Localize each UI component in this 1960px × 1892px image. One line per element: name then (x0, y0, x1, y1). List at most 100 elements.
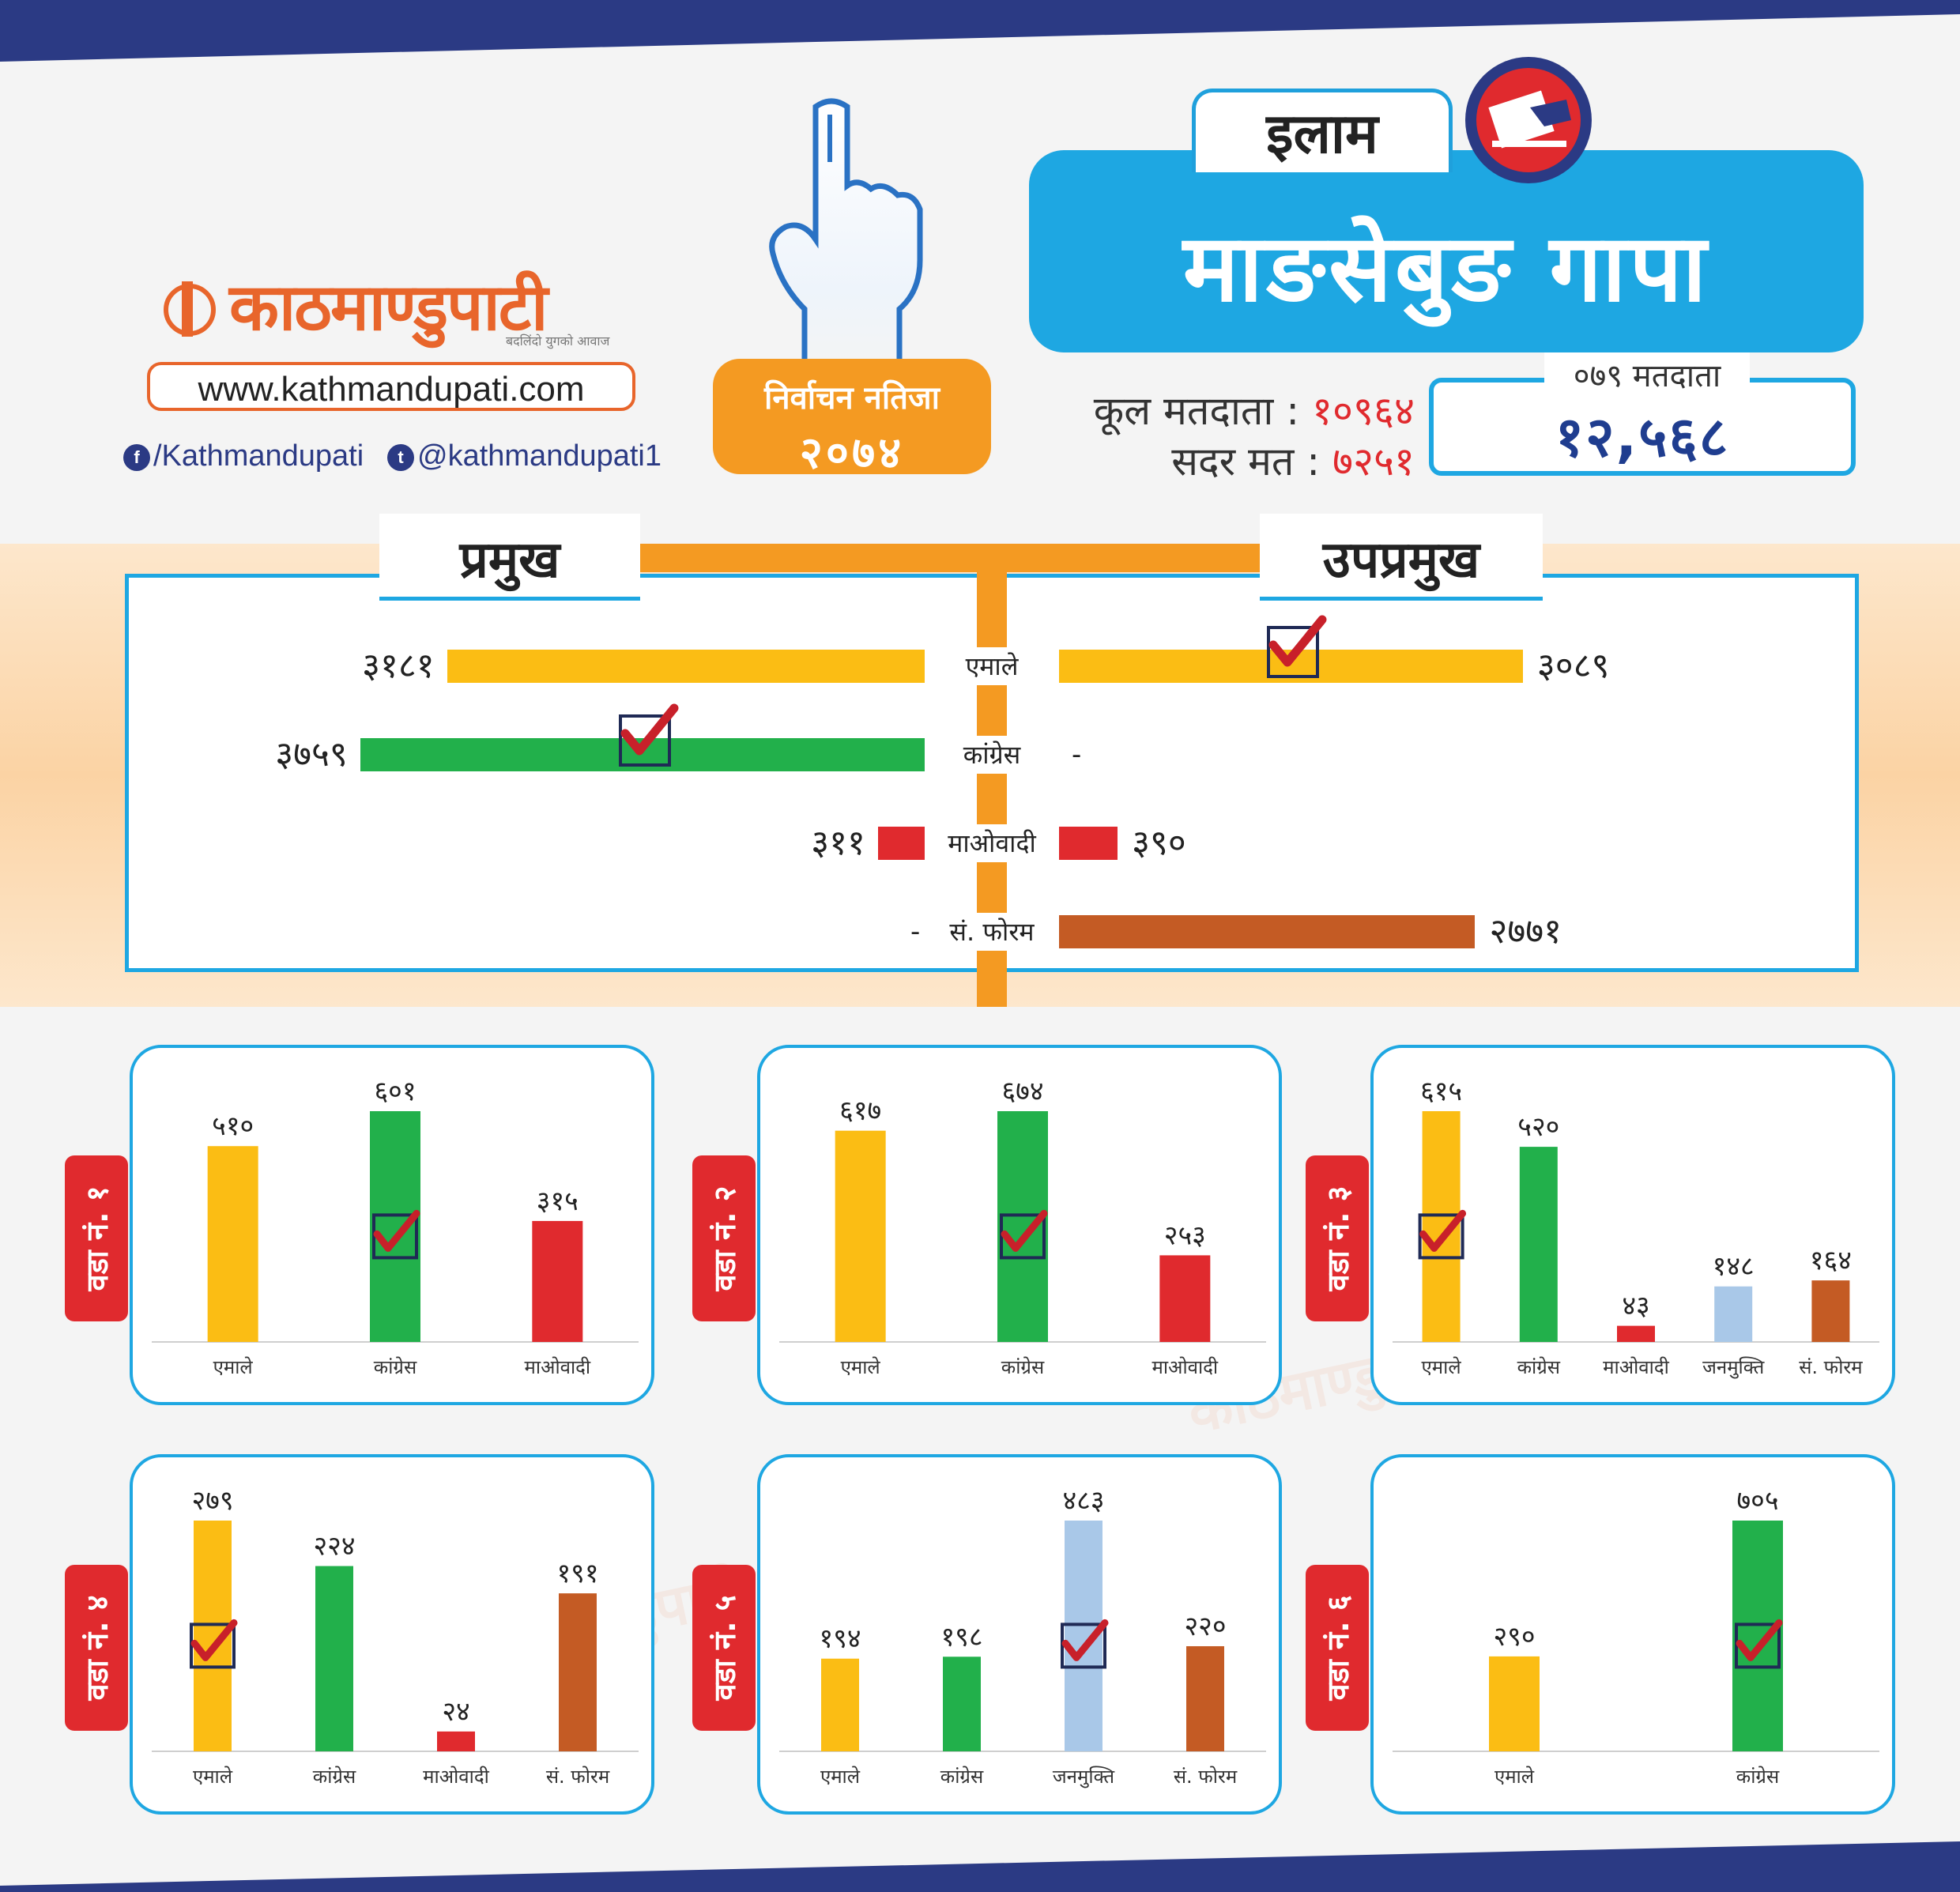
upapramukh-heading: उपप्रमुख (1260, 514, 1543, 601)
ward-chart: ५१० एमाले ६०१ कांग्रेस ३१५ माओवादी (152, 1076, 639, 1378)
ward-card: ६१५ एमाले ५२० कांग्रेस ४३ माओवादी १४८ जनमुक्ति १… (1370, 1045, 1895, 1405)
ward-chart: ६१५ एमाले ५२० कांग्रेस ४३ माओवादी १४८ जनमुक्ति १… (1393, 1076, 1879, 1379)
bar (437, 1731, 475, 1751)
data-label: २७९ (191, 1485, 233, 1517)
valid-votes-row: सदर मत : ७२५१ (972, 433, 1415, 487)
party-label: माओवादी (928, 824, 1056, 862)
category-label: माओवादी (525, 1356, 591, 1378)
category-label: कांग्रेस (313, 1766, 356, 1788)
pramukh-value: - (910, 916, 921, 948)
data-label: ६०१ (374, 1076, 416, 1107)
bar (835, 1130, 886, 1342)
data-label: ४८३ (1062, 1485, 1104, 1517)
check-icon (1736, 1619, 1783, 1661)
data-label: १६४ (1810, 1245, 1852, 1276)
winner-checkbox (1000, 1213, 1046, 1260)
data-label: १९८ (940, 1621, 982, 1653)
logo-tagline: बदलिंदो युगको आवाज (506, 334, 610, 349)
check-icon (190, 1619, 238, 1661)
top-band (0, 0, 1960, 62)
pramukh-heading: प्रमुख (379, 514, 640, 601)
check-icon (1419, 1209, 1467, 1252)
bar (1519, 1147, 1558, 1342)
bar (532, 1220, 583, 1342)
data-label: २२० (1184, 1611, 1226, 1642)
ward-tag: वडा नं. ५ (692, 1565, 756, 1731)
upapramukh-bar (1059, 827, 1118, 860)
ward-tag: वडा नं. ३ (1306, 1155, 1369, 1321)
facebook-link[interactable]: f/Kathmandupati (123, 439, 364, 473)
ward-chart: ६१७ एमाले ६७४ कांग्रेस २५३ माओवादी (779, 1076, 1266, 1378)
bar (1617, 1325, 1655, 1342)
data-label: २२४ (313, 1531, 355, 1562)
winner-checkbox (1061, 1623, 1106, 1669)
data-label: ३१५ (537, 1185, 579, 1217)
bar (559, 1593, 597, 1751)
ballot-box-icon (1465, 57, 1592, 183)
voting-finger-icon (769, 98, 923, 367)
total-voters-value: १०९६४ (1312, 388, 1415, 434)
twitter-link[interactable]: t @kathmandupati1 (387, 439, 662, 473)
winner-checkbox (1735, 1623, 1781, 1669)
ward-label: वडा नं. ३ (1321, 1185, 1355, 1291)
data-label: १९४ (819, 1623, 861, 1655)
ward-card: २९० एमाले ७०५ कांग्रेस (1370, 1454, 1895, 1815)
category-label: कांग्रेस (1736, 1766, 1780, 1788)
data-label: ७०५ (1736, 1485, 1778, 1517)
ward-card: ६१७ एमाले ६७४ कांग्रेस २५३ माओवादी (757, 1045, 1282, 1405)
party-label: सं. फोरम (928, 913, 1056, 951)
ward-chart: २७९ एमाले २२४ कांग्रेस २४ माओवादी १९१ सं. फोरम (152, 1485, 639, 1788)
check-icon (1061, 1619, 1109, 1661)
category-label: कांग्रेस (1001, 1356, 1045, 1378)
category-label: माओवादी (1603, 1356, 1669, 1378)
data-label: ६१५ (1420, 1076, 1462, 1107)
winner-checkbox (372, 1213, 418, 1260)
data-label: ६७४ (1001, 1076, 1043, 1107)
district-name: इलाम (1192, 89, 1453, 172)
data-label: २९० (1493, 1621, 1535, 1653)
ward-card: १९४ एमाले १९८ कांग्रेस ४८३ जनमुक्ति २२० सं. फोर… (757, 1454, 1282, 1815)
upapramukh-value: २७७१ (1489, 911, 1562, 952)
pramukh-value: ३११ (811, 823, 865, 863)
bottom-band (0, 1841, 1960, 1892)
data-label: १४८ (1713, 1251, 1755, 1283)
category-label: एमाले (213, 1356, 254, 1378)
category-label: कांग्रेस (374, 1356, 417, 1378)
upapramukh-value: - (1072, 739, 1082, 771)
pramukh-bar (877, 827, 925, 860)
category-label: एमाले (193, 1766, 233, 1788)
category-label: एमाले (841, 1356, 881, 1378)
ward-chart: १९४ एमाले १९८ कांग्रेस ४८३ जनमुक्ति २२० सं. फोर… (779, 1485, 1266, 1788)
pramukh-value: ३१८१ (362, 646, 435, 686)
winner-checkbox (190, 1623, 236, 1669)
party-label: एमाले (928, 647, 1056, 685)
category-label: माओवादी (1152, 1356, 1219, 1378)
bar (1732, 1521, 1783, 1751)
category-label: एमाले (1494, 1766, 1535, 1788)
pramukh-value: ३७५९ (275, 734, 348, 775)
twitter-handle: @kathmandupati1 (417, 439, 662, 473)
category-label: सं. फोरम (1799, 1356, 1863, 1378)
check-icon (620, 703, 679, 756)
election-label: निर्वाचन नतिजा (763, 380, 940, 416)
municipality-name: माङसेबुङ गापा (1182, 213, 1710, 322)
category-label: सं. फोरम (546, 1766, 610, 1788)
ward-label: वडा नं. १ (80, 1185, 115, 1291)
bar (315, 1566, 353, 1751)
ward-card: २७९ एमाले २२४ कांग्रेस २४ माओवादी १९१ सं. फोरम (130, 1454, 654, 1815)
facebook-icon: f (123, 443, 150, 471)
ward-label: वडा नं. ६ (1321, 1595, 1355, 1701)
election-result-badge: निर्वाचन नतिजा २०७४ (713, 359, 991, 479)
ward-tag: वडा नं. ६ (1306, 1565, 1369, 1731)
category-label: एमाले (1422, 1356, 1462, 1378)
bar (207, 1146, 258, 1342)
category-label: एमाले (820, 1766, 861, 1788)
bar (1186, 1645, 1224, 1751)
category-label: कांग्रेस (1517, 1356, 1561, 1378)
website-link[interactable]: www.kathmandupati.com (147, 362, 635, 411)
winner-checkbox (618, 703, 679, 767)
ward-tag: वडा नं. २ (692, 1155, 756, 1321)
ward-label: वडा नं. ५ (707, 1595, 742, 1701)
pramukh-bar (447, 650, 925, 683)
category-label: सं. फोरम (1174, 1766, 1238, 1788)
